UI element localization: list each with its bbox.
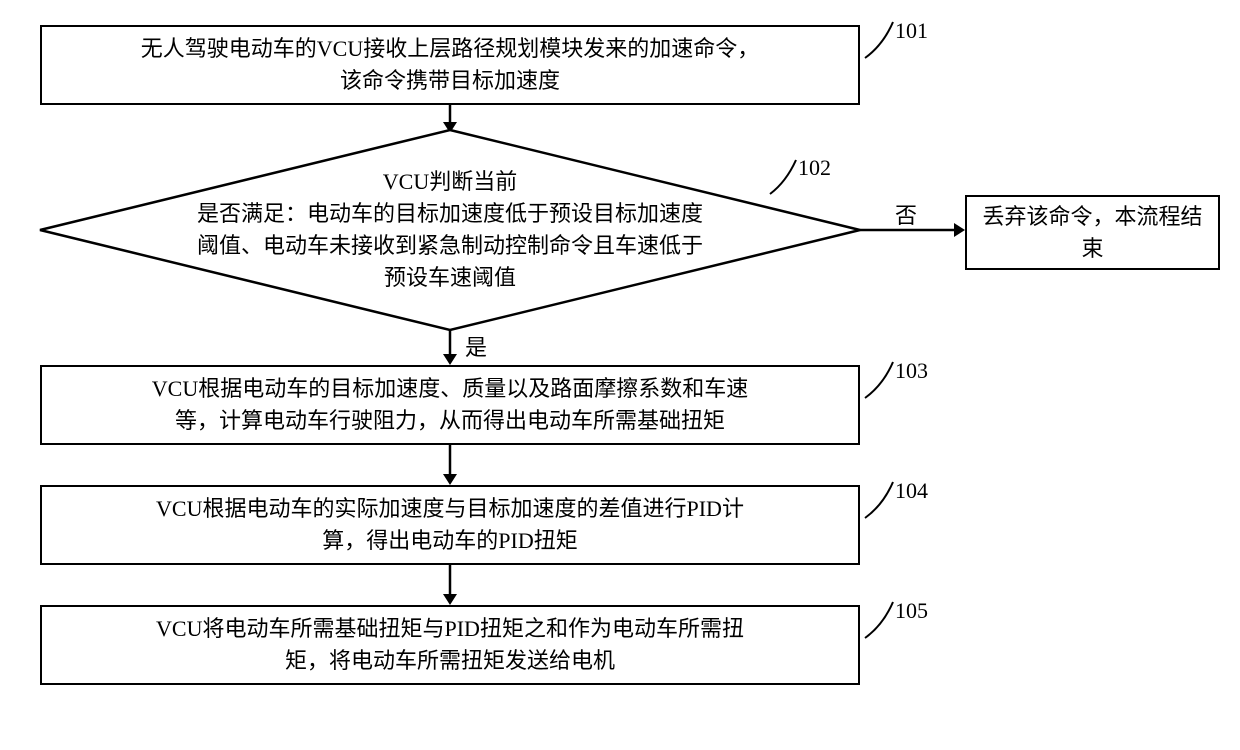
step-101-line1: 无人驾驶电动车的VCU接收上层路径规划模块发来的加速命令，: [141, 36, 759, 61]
step-101-label: 101: [895, 18, 928, 44]
step-103-label: 103: [895, 358, 928, 384]
step-103: VCU根据电动车的目标加速度、质量以及路面摩擦系数和车速 等，计算电动车行驶阻力…: [40, 365, 860, 445]
step-103-text: VCU根据电动车的目标加速度、质量以及路面摩擦系数和车速 等，计算电动车行驶阻力…: [140, 367, 760, 443]
step-104-line2: 算，得出电动车的PID扭矩: [322, 528, 577, 553]
step-105: VCU将电动车所需基础扭矩与PID扭矩之和作为电动车所需扭 矩，将电动车所需扭矩…: [40, 605, 860, 685]
step-102-text: VCU判断当前 是否满足：电动车的目标加速度低于预设目标加速度 阈值、电动车未接…: [100, 150, 800, 310]
step-104: VCU根据电动车的实际加速度与目标加速度的差值进行PID计 算，得出电动车的PI…: [40, 485, 860, 565]
edge-label-no: 否: [895, 198, 917, 230]
step-102-line3: 阈值、电动车未接收到紧急制动控制命令且车速低于: [197, 230, 703, 262]
step-102-line2: 是否满足：电动车的目标加速度低于预设目标加速度: [197, 198, 703, 230]
step-102-label: 102: [798, 155, 831, 181]
step-101-line2: 该命令携带目标加速度: [340, 68, 560, 93]
label-curve-103: [865, 360, 895, 398]
step-105-text: VCU将电动车所需基础扭矩与PID扭矩之和作为电动车所需扭 矩，将电动车所需扭矩…: [144, 607, 756, 683]
step-101-text: 无人驾驶电动车的VCU接收上层路径规划模块发来的加速命令， 该命令携带目标加速度: [129, 27, 771, 103]
step-103-line1: VCU根据电动车的目标加速度、质量以及路面摩擦系数和车速: [152, 376, 748, 401]
arrow-103-104: [440, 445, 460, 490]
step-reject: 丢弃该命令，本流程结 束: [965, 195, 1220, 270]
arrow-104-105: [440, 565, 460, 610]
step-103-line2: 等，计算电动车行驶阻力，从而得出电动车所需基础扭矩: [175, 408, 725, 433]
step-105-line1: VCU将电动车所需基础扭矩与PID扭矩之和作为电动车所需扭: [156, 616, 744, 641]
step-105-line2: 矩，将电动车所需扭矩发送给电机: [285, 648, 615, 673]
step-reject-text: 丢弃该命令，本流程结 束: [970, 195, 1214, 271]
label-curve-102: [770, 158, 798, 194]
step-101: 无人驾驶电动车的VCU接收上层路径规划模块发来的加速命令， 该命令携带目标加速度: [40, 25, 860, 105]
step-102-line4: 预设车速阈值: [384, 262, 516, 294]
step-104-text: VCU根据电动车的实际加速度与目标加速度的差值进行PID计 算，得出电动车的PI…: [144, 487, 756, 563]
label-curve-104: [865, 480, 895, 518]
edge-label-yes: 是: [465, 330, 487, 362]
flowchart-root: 无人驾驶电动车的VCU接收上层路径规划模块发来的加速命令， 该命令携带目标加速度…: [0, 0, 1240, 750]
step-reject-line1: 丢弃该命令，本流程结: [982, 204, 1202, 229]
arrow-102-103: [440, 330, 460, 370]
step-104-label: 104: [895, 478, 928, 504]
label-curve-105: [865, 600, 895, 638]
label-curve-101: [865, 20, 895, 58]
step-104-line1: VCU根据电动车的实际加速度与目标加速度的差值进行PID计: [156, 496, 744, 521]
step-105-label: 105: [895, 598, 928, 624]
step-reject-line2: 束: [1081, 236, 1103, 261]
step-102-line1: VCU判断当前: [383, 166, 517, 198]
